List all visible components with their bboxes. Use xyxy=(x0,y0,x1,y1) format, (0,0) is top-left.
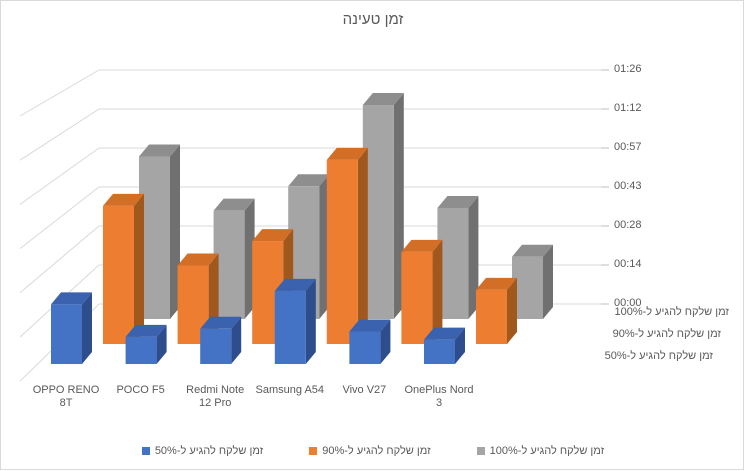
legend-label: זמן שלקח להגיע ל-100% xyxy=(489,445,605,457)
bar-side-face xyxy=(455,327,465,364)
bar-side-face xyxy=(244,198,255,319)
wall-gridline xyxy=(19,186,100,249)
bar-50pct-oppo-reno-8t[interactable] xyxy=(51,292,92,364)
legend-item-50pct[interactable]: זמן שלקח להגיע ל-50% xyxy=(141,445,264,457)
bar-top-face xyxy=(512,244,553,257)
bar-side-face xyxy=(231,316,242,364)
wall-gridline xyxy=(19,69,100,117)
bar-top-face xyxy=(274,278,316,291)
bar-front-face xyxy=(512,256,543,319)
bar-side-face xyxy=(432,239,443,344)
bar-front-face xyxy=(362,105,394,320)
bar-top-face xyxy=(362,93,404,106)
legend-swatch-50pct xyxy=(141,447,150,455)
bar-top-face xyxy=(139,144,180,157)
bar-50pct-vivo-v27[interactable] xyxy=(349,319,391,365)
depth-axis-label-2: זמן שלקח להגיע ל-50% xyxy=(604,350,713,362)
bar-100pct-vivo-v27[interactable] xyxy=(437,195,479,319)
bar-front-face xyxy=(349,331,381,364)
bar-50pct-oneplus-nord-3[interactable] xyxy=(424,327,465,364)
bar-50pct-poco-f5[interactable] xyxy=(125,324,167,364)
bar-top-face xyxy=(326,147,368,160)
bar-top-face xyxy=(200,316,242,329)
bar-top-face xyxy=(51,292,92,305)
bar-90pct-oppo-reno-8t[interactable] xyxy=(103,193,144,344)
bar-50pct-samsung-a54[interactable] xyxy=(274,278,316,364)
bar-top-face xyxy=(424,327,465,340)
category-label-redmi-note-12-pro: Redmi Note 12 Pro xyxy=(186,384,245,409)
bar-top-face xyxy=(252,229,294,242)
bar-top-face xyxy=(476,277,517,290)
bar-top-face xyxy=(103,193,144,206)
bar-front-face xyxy=(103,205,134,344)
value-axis-label: 00:14 xyxy=(614,258,642,270)
bar-front-face xyxy=(213,210,245,319)
bar-side-face xyxy=(468,195,479,319)
value-axis-label: 00:43 xyxy=(614,180,642,192)
bar-top-face xyxy=(349,319,391,332)
bar-front-face xyxy=(326,159,358,344)
bar-front-face xyxy=(437,207,469,319)
bar-side-face xyxy=(170,144,180,319)
bar-side-face xyxy=(82,292,92,364)
legend-swatch-100pct xyxy=(476,447,485,455)
bar-front-face xyxy=(476,289,507,344)
value-axis-label: 00:28 xyxy=(614,219,642,231)
bar-front-face xyxy=(200,328,232,364)
bar-top-face xyxy=(213,198,255,211)
bar-side-face xyxy=(507,277,517,344)
bar-100pct-oppo-reno-8t[interactable] xyxy=(139,144,180,320)
value-axis-label: 01:12 xyxy=(614,102,642,114)
value-axis-label: 00:57 xyxy=(614,141,642,153)
category-label-poco-f5: POCO F5 xyxy=(116,384,165,396)
legend-label: זמן שלקח להגיע ל-50% xyxy=(154,445,264,457)
bar-side-face xyxy=(305,278,316,364)
value-axis-label: 01:26 xyxy=(614,63,642,75)
bar-side-face xyxy=(380,319,391,364)
legend-item-100pct[interactable]: זמן שלקח להגיע ל-100% xyxy=(476,445,605,457)
bar-front-face xyxy=(274,290,306,364)
bar-50pct-redmi-note-12-pro[interactable] xyxy=(200,316,242,364)
bar-top-face xyxy=(437,195,479,208)
bar-side-face xyxy=(543,244,553,319)
depth-axis-label-0: זמן שלקח להגיע ל-100% xyxy=(614,306,729,318)
category-label-oppo-reno-8t: OPPO RENO 8T xyxy=(32,384,100,409)
legend-label: זמן שלקח להגיע ל-90% xyxy=(322,445,431,457)
wall-gridline xyxy=(19,147,100,205)
wall-gridline xyxy=(19,108,100,161)
legend-swatch-90pct xyxy=(309,447,318,455)
legend-item-90pct[interactable]: זמן שלקח להגיע ל-90% xyxy=(309,445,431,457)
value-axis-label: 00:00 xyxy=(614,297,642,309)
bar-front-face xyxy=(401,251,433,344)
bar-side-face xyxy=(134,193,144,344)
bar-100pct-oneplus-nord-3[interactable] xyxy=(512,244,553,319)
bar-100pct-poco-f5[interactable] xyxy=(213,198,255,319)
bar-90pct-samsung-a54[interactable] xyxy=(326,147,368,344)
bar-top-face xyxy=(401,239,443,252)
bar-front-face xyxy=(125,336,157,364)
bar-top-face xyxy=(288,174,330,187)
category-label-samsung-a54: Samsung A54 xyxy=(255,384,325,396)
category-label-vivo-v27: Vivo V27 xyxy=(342,384,387,396)
category-label-oneplus-nord-3: OnePlus Nord 3 xyxy=(404,384,474,409)
bar-front-face xyxy=(424,339,455,364)
bar-side-face xyxy=(319,174,330,319)
bar-side-face xyxy=(156,324,167,364)
chart-title: זמן טעינה xyxy=(342,11,404,28)
bar-front-face xyxy=(139,156,170,319)
wall-gridline xyxy=(19,225,100,294)
bar-top-face xyxy=(125,324,167,337)
bar-90pct-vivo-v27[interactable] xyxy=(401,239,443,344)
depth-axis-label-1: זמן שלקח להגיע ל-90% xyxy=(612,328,721,340)
bar-100pct-samsung-a54[interactable] xyxy=(362,93,404,320)
bar-side-face xyxy=(357,147,368,344)
legend: זמן שלקח להגיע ל-50% זמן שלקח להגיע ל-90%… xyxy=(1,445,744,457)
bar-side-face xyxy=(393,93,404,320)
bar-90pct-oneplus-nord-3[interactable] xyxy=(476,277,517,344)
bar-top-face xyxy=(177,253,219,266)
bar-front-face xyxy=(51,304,82,364)
